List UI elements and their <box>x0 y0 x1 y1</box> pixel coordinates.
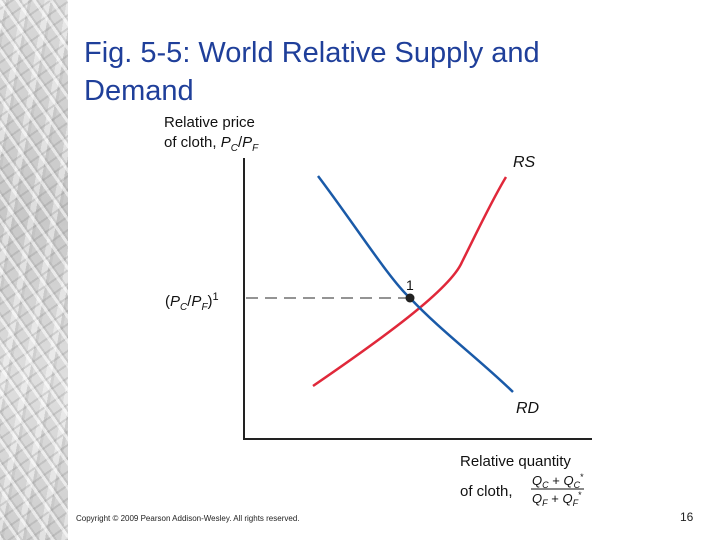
y-axis-label-line1: Relative price <box>164 114 255 131</box>
supply-curve-label: RS <box>513 154 536 171</box>
y-axis-label-line2: of cloth, PC/PF <box>164 134 259 154</box>
marble-sidebar-decoration <box>0 0 68 540</box>
copyright-notice: Copyright © 2009 Pearson Addison-Wesley.… <box>76 514 300 523</box>
x-axis-label-line1: Relative quantity <box>460 453 571 470</box>
slide-title-line1: Fig. 5-5: World Relative Supply and <box>84 37 540 69</box>
page-number: 16 <box>680 510 694 524</box>
equilibrium-point <box>405 293 415 303</box>
supply-curve-rs <box>312 176 508 388</box>
equilibrium-price-label: (PC/PF)1 <box>165 291 219 313</box>
demand-curve-rd <box>317 175 514 393</box>
x-axis-fraction-denominator: QF + QF* <box>532 490 582 508</box>
demand-curve-label: RD <box>516 400 540 417</box>
equilibrium-point-label: 1 <box>406 277 414 293</box>
slide-title-line2: Demand <box>84 75 194 107</box>
slide-title: Fig. 5-5: World Relative Supply and Dema… <box>84 34 684 110</box>
x-axis-label-line2: of cloth, <box>460 483 513 500</box>
x-axis-fraction-numerator: QC + QC* <box>532 472 584 490</box>
